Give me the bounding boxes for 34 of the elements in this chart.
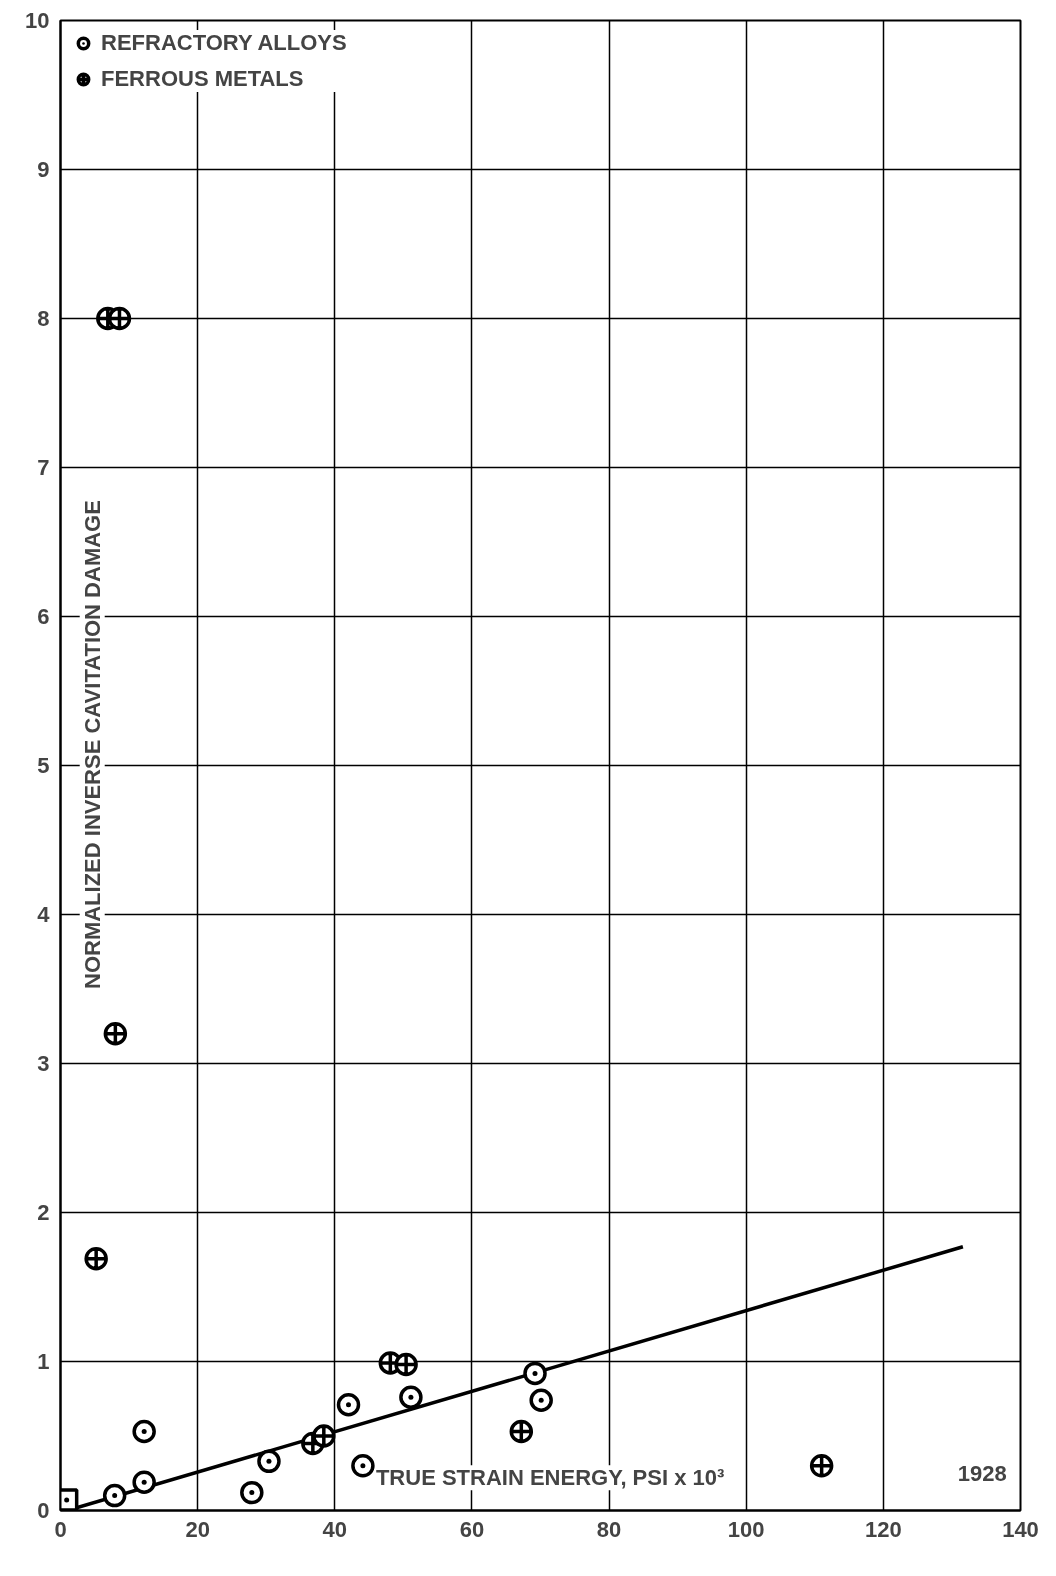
x-tick-label: 60 <box>459 1516 485 1542</box>
y-tick-label: 0 <box>37 1498 50 1523</box>
y-tick-label: 5 <box>37 753 50 778</box>
point <box>351 1454 375 1478</box>
y-tick-label: 2 <box>37 1200 50 1225</box>
x-tick-label: 100 <box>727 1516 765 1542</box>
legend-label: FERROUS METALS <box>101 66 304 92</box>
y-tick-label: 6 <box>37 604 50 629</box>
legend-label: REFRACTORY ALLOYS <box>101 30 347 56</box>
point <box>132 1470 156 1494</box>
y-tick-label: 1 <box>37 1349 50 1374</box>
point <box>336 1392 361 1417</box>
annotation: 1928 <box>957 1460 1007 1486</box>
y-axis-title: NORMALIZED INVERSE CAVITATION DAMAGE <box>79 500 105 989</box>
point <box>240 1480 264 1505</box>
point <box>399 1385 423 1409</box>
point <box>257 1449 281 1474</box>
x-tick-label: 40 <box>322 1516 348 1542</box>
x-tick-label: 80 <box>596 1516 622 1542</box>
point <box>523 1361 547 1386</box>
y-tick-label: 4 <box>37 902 51 927</box>
y-tick-label: 3 <box>37 1051 50 1076</box>
point <box>529 1388 553 1412</box>
y-tick-label: 10 <box>25 8 50 33</box>
point <box>132 1419 156 1444</box>
x-tick-label: 140 <box>1002 1516 1039 1542</box>
x-axis-title: TRUE STRAIN ENERGY, PSI x 10³ <box>375 1465 725 1491</box>
x-tick-label: 20 <box>185 1516 210 1542</box>
x-tick-label: 0 <box>54 1516 67 1542</box>
y-tick-label: 7 <box>37 455 50 480</box>
point <box>102 1483 127 1508</box>
y-tick-label: 8 <box>37 306 50 331</box>
y-tick-label: 9 <box>37 157 50 182</box>
x-tick-label: 120 <box>865 1516 902 1542</box>
